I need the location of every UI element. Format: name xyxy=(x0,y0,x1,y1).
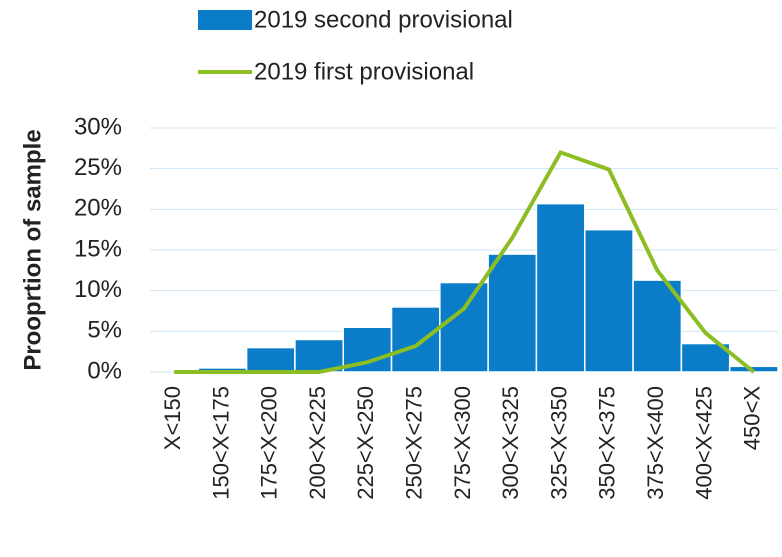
y-tick-label: 30% xyxy=(74,113,122,140)
legend-label: 2019 first provisional xyxy=(254,58,474,85)
bar xyxy=(728,365,779,373)
x-tick-label: 175<X<200 xyxy=(257,386,282,500)
bar xyxy=(584,228,634,373)
y-tick-label: 15% xyxy=(74,235,122,262)
bar xyxy=(535,202,586,373)
x-tick-label: 400<X<425 xyxy=(691,386,716,500)
legend-swatch xyxy=(198,10,252,30)
y-axis-label: Prooprtion of sample xyxy=(19,129,46,370)
x-tick-label: 225<X<250 xyxy=(353,386,378,500)
y-tick-label: 0% xyxy=(87,357,122,384)
bar xyxy=(245,346,296,373)
bar xyxy=(439,281,489,373)
legend-label: 2019 second provisional xyxy=(254,6,513,33)
x-tick-label: 150<X<175 xyxy=(208,386,233,500)
x-tick-label: 350<X<375 xyxy=(595,386,620,500)
x-tick-label: 275<X<300 xyxy=(450,386,475,500)
x-tick-label: 450<X xyxy=(740,386,765,451)
y-tick-label: 20% xyxy=(74,195,122,222)
y-tick-label: 10% xyxy=(74,276,122,303)
x-tick-label: 375<X<400 xyxy=(643,386,668,500)
x-tick-label: 300<X<325 xyxy=(498,386,523,500)
x-tick-label: 250<X<275 xyxy=(402,386,427,500)
line xyxy=(174,149,756,374)
y-tick-label: 5% xyxy=(87,317,122,344)
x-tick-label: 200<X<225 xyxy=(305,386,330,500)
bar xyxy=(487,253,538,373)
bar xyxy=(390,306,441,373)
x-tick-label: X<150 xyxy=(160,386,185,450)
y-tick-label: 25% xyxy=(74,154,122,181)
x-tick-label: 325<X<350 xyxy=(546,386,571,500)
bar xyxy=(632,279,683,373)
